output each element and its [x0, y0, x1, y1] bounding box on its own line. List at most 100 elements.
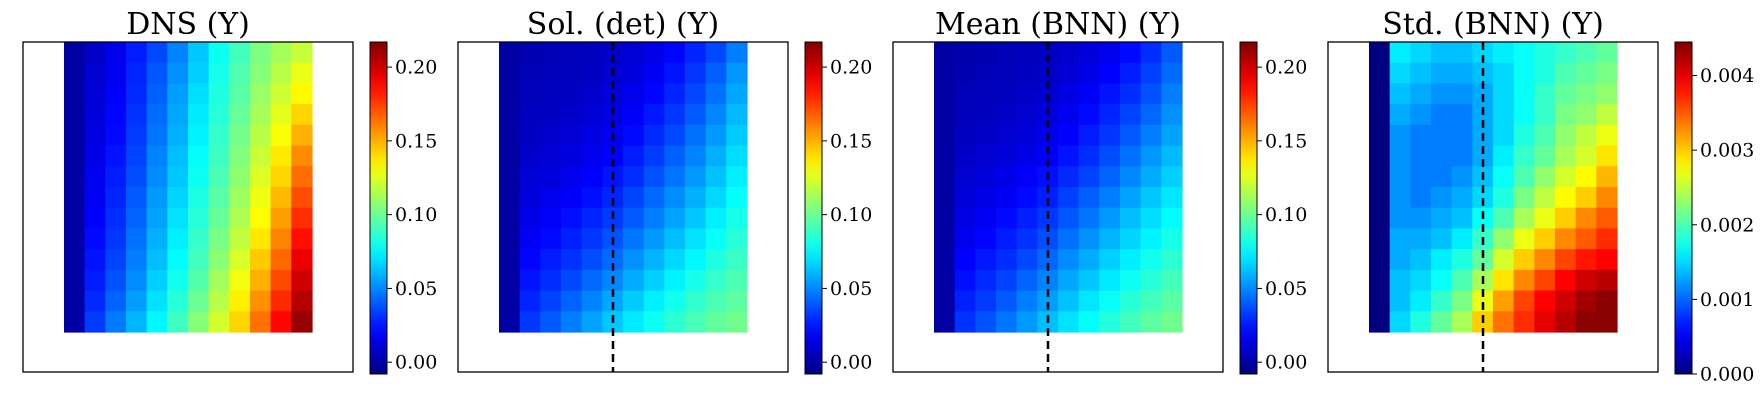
heatmap-cell	[1410, 269, 1432, 292]
heatmap-cell	[1596, 42, 1618, 64]
heatmap-cell	[1451, 249, 1473, 271]
heatmap-cell	[1099, 104, 1121, 126]
heatmap-cell	[270, 249, 292, 271]
heatmap-cell	[519, 62, 541, 85]
heatmap-cell	[1575, 249, 1597, 271]
heatmap-cell	[934, 145, 956, 167]
panel-title: DNS (Y)	[126, 7, 250, 42]
heatmap-cell	[581, 166, 603, 188]
heatmap-cell	[705, 228, 727, 250]
heatmap-cell	[561, 269, 583, 292]
heatmap-cell	[126, 83, 148, 105]
colorbar-tick-label: 0.20	[395, 57, 437, 79]
heatmap-cell	[1369, 207, 1391, 230]
heatmap-cell	[954, 166, 976, 188]
heatmap-cell	[540, 249, 562, 271]
heatmap-cell	[705, 207, 727, 230]
heatmap-cell	[499, 290, 521, 312]
heatmap-cell	[623, 83, 645, 105]
heatmap-cell	[126, 42, 148, 64]
heatmap-cell	[1161, 42, 1183, 64]
heatmap-cell	[1120, 269, 1142, 292]
heatmap-cell	[1037, 42, 1059, 64]
heatmap-cell	[291, 249, 313, 271]
heatmap-cell	[1431, 42, 1453, 64]
heatmap-cell	[146, 124, 168, 147]
colorbar: 0.00 0.05 0.10 0.15 0.20	[1239, 41, 1307, 375]
heatmap-cell	[602, 42, 624, 64]
heatmap-cell	[705, 290, 727, 312]
heatmap-cell	[1513, 62, 1535, 85]
heatmap-cell	[167, 228, 189, 250]
heatmap-cell	[146, 104, 168, 126]
heatmap-cell	[105, 145, 127, 167]
heatmap-cell	[84, 249, 106, 271]
heatmap-cell	[954, 104, 976, 126]
heatmap-cell	[1555, 311, 1577, 333]
heatmap-cell	[188, 42, 210, 64]
heatmap-cell	[1555, 187, 1577, 209]
heatmap-cell	[1534, 311, 1556, 333]
heatmap-cell	[1555, 62, 1577, 85]
heatmap-cell	[84, 269, 106, 292]
heatmap-cell	[726, 62, 748, 85]
heatmap-cell	[643, 83, 665, 105]
heatmap-cell	[146, 166, 168, 188]
heatmap-cell	[188, 83, 210, 105]
heatmap-cell	[623, 62, 645, 85]
heatmap-cell	[1431, 145, 1453, 167]
heatmap-cell	[954, 290, 976, 312]
heatmap-cell	[726, 145, 748, 167]
heatmap-cell	[664, 269, 686, 292]
heatmap-cell	[1058, 290, 1080, 312]
heatmap-cell	[1493, 166, 1515, 188]
heatmap-cell	[167, 290, 189, 312]
heatmap-cell	[561, 104, 583, 126]
heatmap-cell	[685, 166, 707, 188]
heatmap-cell	[1555, 42, 1577, 64]
heatmap-cell	[954, 311, 976, 333]
heatmap-cell	[1596, 311, 1618, 333]
heatmap-cell	[726, 83, 748, 105]
heatmap-cell	[581, 249, 603, 271]
heatmap-cell	[1493, 42, 1515, 64]
heatmap-cell	[519, 269, 541, 292]
heatmap-cell	[1140, 166, 1162, 188]
heatmap-cell	[1099, 62, 1121, 85]
heatmap-cell	[1493, 311, 1515, 333]
heatmap-cell	[1161, 207, 1183, 230]
heatmap-cell	[270, 104, 292, 126]
heatmap-cell	[975, 269, 997, 292]
heatmap-cell	[1120, 104, 1142, 126]
heatmap-cell	[623, 145, 645, 167]
heatmap-panel-dns: DNS (Y) 0.00 0.05 0.10 0.15 0.20	[22, 7, 437, 375]
heatmap-cell	[581, 124, 603, 147]
heatmap-cell	[229, 228, 251, 250]
heatmap-cell	[1058, 228, 1080, 250]
heatmap-cell	[519, 207, 541, 230]
heatmap-cell	[270, 290, 292, 312]
heatmap-cell	[643, 207, 665, 230]
heatmap-panel-sol-det: Sol. (det) (Y) 0.00 0.05 0.10 0.15 0.20	[457, 7, 872, 375]
heatmap-cell	[519, 187, 541, 209]
heatmap-cell	[540, 62, 562, 85]
heatmap-cell	[643, 42, 665, 64]
heatmap-cell	[1161, 249, 1183, 271]
heatmap-cell	[1161, 124, 1183, 147]
heatmap-cell	[84, 187, 106, 209]
heatmap-cell	[250, 42, 272, 64]
heatmap-cell	[250, 104, 272, 126]
heatmap-panel-std-bnn: Std. (BNN) (Y) 0.000 0.001 0.002 0.003 0.004	[1327, 7, 1754, 386]
heatmap-cell	[1493, 269, 1515, 292]
heatmap-cell	[64, 62, 86, 85]
heatmap-cell	[1513, 311, 1535, 333]
heatmap-cell	[1369, 145, 1391, 167]
heatmap-cell	[540, 124, 562, 147]
heatmap-cell	[64, 228, 86, 250]
colorbar-tick-label: 0.05	[1265, 278, 1307, 300]
heatmap-cell	[975, 207, 997, 230]
heatmap-cell	[105, 124, 127, 147]
heatmap-cell	[1534, 145, 1556, 167]
heatmap-cell	[623, 290, 645, 312]
